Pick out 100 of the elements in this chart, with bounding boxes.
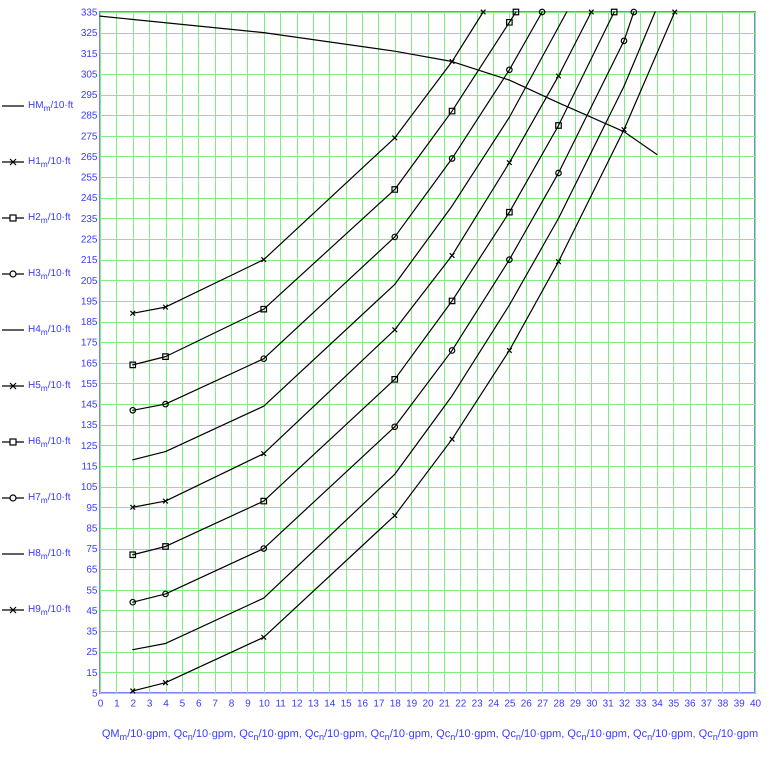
y-tick-label: 215 — [80, 255, 98, 266]
point — [260, 306, 268, 312]
x-tick-label: 35 — [668, 698, 680, 710]
y-tick-label: 65 — [86, 564, 98, 576]
y-tick-label: 255 — [80, 172, 98, 184]
x-tick-label: 21 — [438, 698, 450, 710]
x-tick-label: 15 — [340, 698, 352, 710]
point — [448, 347, 456, 354]
x-tick-label: 29 — [570, 698, 582, 710]
y-tick-label: 185 — [80, 317, 98, 328]
y-tick-label: 25 — [86, 647, 98, 658]
x-tick-label: 31 — [602, 698, 614, 710]
y-tick-label: 225 — [80, 234, 98, 246]
x-tick-label: 12 — [291, 698, 303, 710]
x-tick-label: 32 — [618, 698, 630, 710]
x-tick-label: 14 — [324, 698, 336, 710]
y-tick-label: 295 — [80, 90, 98, 102]
y-tick-label: 35 — [86, 626, 98, 638]
x-tick-label: 18 — [390, 698, 402, 710]
x-tick-label: 13 — [308, 698, 320, 710]
x-tick-label: 7 — [212, 698, 218, 710]
legend-label: H3$_{m}$/10·ft — [28, 268, 71, 280]
x-tick-label: 17 — [373, 698, 385, 710]
y-tick-label: 105 — [80, 482, 98, 494]
x-tick-label: 36 — [684, 698, 696, 710]
point — [555, 170, 562, 176]
y-tick-label: 165 — [80, 358, 98, 370]
x-tick-label: 23 — [472, 698, 484, 710]
point — [506, 208, 513, 216]
legend-label: H9$_{m}$/10·ft — [28, 604, 71, 616]
x-tick-label: 5 — [180, 698, 186, 710]
x-tick-label: 25 — [504, 698, 516, 710]
legend-label: H8$_{m}$/10·ft — [28, 548, 71, 560]
x-tick-label: 8 — [228, 698, 235, 710]
y-tick-label: 175 — [80, 338, 98, 349]
x-tick-label: 9 — [245, 698, 252, 710]
y-tick-label: 135 — [80, 420, 98, 432]
y-tick-label: 75 — [86, 544, 98, 556]
y-tick-label: 325 — [80, 28, 98, 40]
point — [448, 298, 456, 304]
y-tick-label: 315 — [80, 48, 98, 60]
x-tick-label: 26 — [520, 698, 532, 710]
point — [260, 498, 268, 504]
x-tick-label: 40 — [750, 698, 762, 710]
point — [506, 256, 513, 263]
legend-label: H5$_{m}$/10·ft — [28, 380, 71, 392]
point — [391, 234, 398, 240]
y-tick-label: 335 — [80, 8, 98, 18]
point — [260, 355, 268, 362]
x-tick-label: 6 — [196, 698, 202, 710]
legend-label: H4$_{m}$/10·ft — [28, 324, 71, 336]
text: QM$_{m}$/10·gpm, Qc$_{n}$/10·gpm, Qc$_{n}$/10·gpm, Qc$_{n}$/10·gpm, Qc$_{n}$/10·gpm, Qc$_{n}$/10·gpm, Qc$_{n}$/10·gpm, Qc$_{n}$/10·gpm, Qc$_{n}$/10·gpm, Qc$_{n}$/10·gpm — [102, 728, 758, 742]
y-tick-label: 275 — [80, 131, 98, 142]
x-tick-label: 22 — [455, 698, 467, 710]
x-tick-label: 2 — [130, 698, 136, 710]
x-tick-label: 16 — [356, 698, 368, 710]
point — [620, 38, 628, 44]
x-tick-label: 1 — [114, 698, 120, 710]
point — [162, 353, 169, 360]
y-tick-label: 85 — [86, 523, 98, 534]
x-tick-label: 24 — [488, 698, 500, 710]
legend-label: H6$_{m}$/10·ft — [28, 436, 71, 448]
point — [506, 66, 513, 74]
legend-label: H2$_{m}$/10·ft — [28, 212, 71, 224]
y-tick-label: 285 — [80, 110, 98, 122]
point — [129, 551, 136, 558]
point — [162, 400, 169, 408]
y-tick-label: 155 — [80, 378, 98, 390]
legend-label: H1$_{m}$/10·ft — [28, 156, 71, 168]
x-tick-label: 30 — [586, 698, 598, 710]
point — [391, 376, 398, 383]
x-tick-label: 0 — [98, 698, 104, 710]
y-tick-label: 145 — [80, 400, 98, 411]
point — [512, 8, 520, 16]
x-tick-label: 3 — [146, 698, 153, 710]
y-tick-label: 55 — [86, 585, 98, 596]
y-tick-label: 45 — [86, 606, 98, 617]
x-tick-label: 4 — [163, 698, 170, 710]
y-tick-label: 95 — [86, 502, 98, 514]
y-tick-label: 125 — [80, 440, 98, 452]
y-tick-label: 265 — [80, 152, 98, 163]
x-tick-label: 11 — [275, 698, 286, 710]
legend-label: H7$_{m}$/10·ft — [28, 492, 71, 504]
point — [391, 186, 398, 193]
y-tick-label: 305 — [80, 69, 98, 80]
y-tick-label: 5 — [92, 688, 98, 700]
point — [129, 362, 136, 368]
y-tick-label: 195 — [80, 296, 98, 308]
x-tick-label: 20 — [422, 698, 434, 710]
point — [260, 545, 268, 552]
point — [506, 18, 513, 26]
x-tick-label: 33 — [635, 698, 647, 710]
point — [162, 543, 169, 550]
x-tick-label: 34 — [652, 698, 664, 710]
x-tick-label: 19 — [406, 698, 418, 710]
x-tick-label: 38 — [717, 698, 729, 710]
y-tick-label: 235 — [80, 214, 98, 225]
x-tick-label: 28 — [553, 698, 565, 710]
x-tick-label: 10 — [258, 698, 270, 710]
point — [391, 423, 398, 430]
